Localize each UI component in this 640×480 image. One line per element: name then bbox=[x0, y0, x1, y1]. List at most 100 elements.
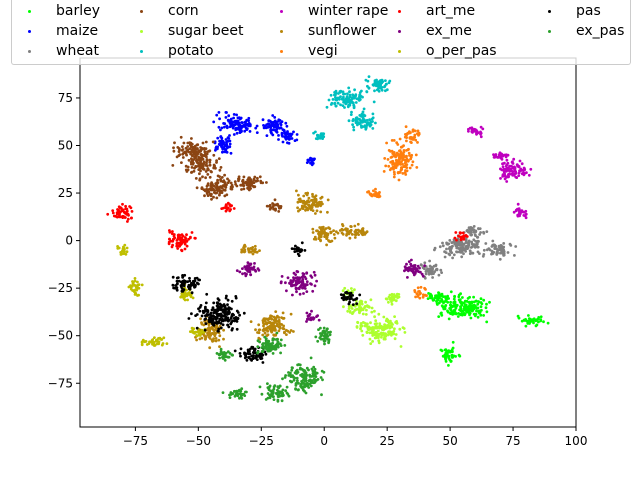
data-point bbox=[532, 321, 535, 325]
data-point bbox=[171, 164, 175, 167]
data-point bbox=[271, 341, 275, 345]
data-point bbox=[111, 209, 115, 213]
data-point bbox=[229, 185, 233, 189]
data-point bbox=[428, 264, 432, 268]
data-point bbox=[214, 166, 217, 170]
data-point bbox=[392, 152, 395, 156]
data-point bbox=[372, 100, 376, 104]
data-point bbox=[306, 208, 310, 212]
data-point bbox=[218, 345, 221, 348]
data-point bbox=[222, 328, 226, 332]
data-point bbox=[368, 118, 371, 121]
data-point bbox=[444, 360, 448, 363]
data-point bbox=[185, 153, 189, 157]
data-point bbox=[298, 363, 302, 367]
data-point bbox=[140, 341, 144, 345]
data-point bbox=[453, 295, 456, 299]
data-point bbox=[516, 207, 519, 211]
data-point bbox=[271, 395, 275, 399]
data-point bbox=[223, 358, 227, 362]
data-point bbox=[444, 356, 447, 360]
data-point bbox=[199, 159, 203, 162]
data-point bbox=[344, 296, 348, 300]
data-point bbox=[195, 334, 199, 337]
data-point bbox=[256, 351, 259, 355]
data-point bbox=[361, 125, 365, 129]
data-point bbox=[333, 236, 337, 240]
data-point bbox=[204, 301, 208, 305]
data-point bbox=[220, 139, 224, 142]
data-point bbox=[460, 236, 463, 240]
data-point bbox=[348, 93, 352, 97]
data-point bbox=[188, 147, 192, 151]
data-point bbox=[300, 241, 304, 245]
data-point bbox=[223, 188, 227, 192]
data-point bbox=[261, 353, 265, 357]
data-point bbox=[475, 309, 478, 313]
data-point bbox=[221, 308, 225, 311]
data-point bbox=[124, 212, 128, 215]
data-point bbox=[190, 137, 193, 140]
data-point bbox=[353, 288, 356, 292]
data-point bbox=[349, 295, 353, 299]
data-point bbox=[186, 165, 190, 169]
data-point bbox=[493, 155, 497, 158]
data-point bbox=[427, 292, 430, 295]
y-tick-label: −25 bbox=[48, 281, 73, 295]
data-point bbox=[305, 320, 308, 323]
data-point bbox=[479, 131, 483, 135]
data-point bbox=[238, 352, 242, 355]
data-point bbox=[405, 267, 409, 271]
data-point bbox=[314, 375, 318, 378]
data-point bbox=[165, 342, 169, 345]
data-point bbox=[268, 321, 271, 324]
data-point bbox=[323, 342, 326, 346]
data-point bbox=[193, 166, 196, 170]
data-point bbox=[245, 118, 249, 122]
legend-item-barley: barley bbox=[12, 1, 100, 21]
data-point bbox=[431, 298, 435, 302]
data-point bbox=[239, 130, 243, 134]
data-point bbox=[465, 306, 469, 310]
data-point bbox=[185, 170, 189, 173]
data-point bbox=[212, 311, 216, 315]
data-point bbox=[194, 283, 197, 287]
data-point bbox=[244, 126, 248, 130]
data-point bbox=[235, 391, 239, 395]
data-point bbox=[212, 195, 215, 199]
data-point bbox=[193, 331, 196, 335]
data-point bbox=[421, 293, 425, 297]
data-point bbox=[221, 310, 225, 314]
data-point bbox=[258, 175, 262, 179]
data-point bbox=[419, 263, 423, 266]
data-point bbox=[528, 319, 531, 323]
legend-item-pas: pas bbox=[532, 1, 601, 21]
data-point bbox=[208, 163, 212, 167]
data-point bbox=[202, 160, 206, 164]
data-point bbox=[461, 296, 464, 299]
data-point bbox=[403, 135, 407, 139]
data-point bbox=[119, 251, 123, 254]
data-point bbox=[397, 178, 401, 182]
data-point bbox=[537, 320, 540, 324]
data-point bbox=[331, 98, 335, 101]
data-point bbox=[452, 302, 456, 305]
data-point bbox=[385, 88, 389, 92]
data-point bbox=[258, 352, 262, 356]
data-point bbox=[190, 170, 194, 174]
data-point bbox=[370, 306, 374, 310]
data-point bbox=[258, 249, 261, 253]
data-point bbox=[223, 125, 226, 129]
data-point bbox=[311, 209, 315, 213]
data-point bbox=[162, 336, 166, 340]
data-point bbox=[253, 244, 257, 248]
legend-item-ex_me: ex_me bbox=[382, 21, 472, 41]
data-point bbox=[251, 184, 255, 188]
data-point bbox=[387, 330, 391, 333]
y-tick-label: −50 bbox=[48, 329, 73, 343]
data-point bbox=[226, 298, 230, 302]
data-point bbox=[269, 120, 273, 124]
data-point bbox=[251, 345, 255, 349]
data-point bbox=[342, 294, 345, 297]
data-point bbox=[226, 177, 229, 181]
